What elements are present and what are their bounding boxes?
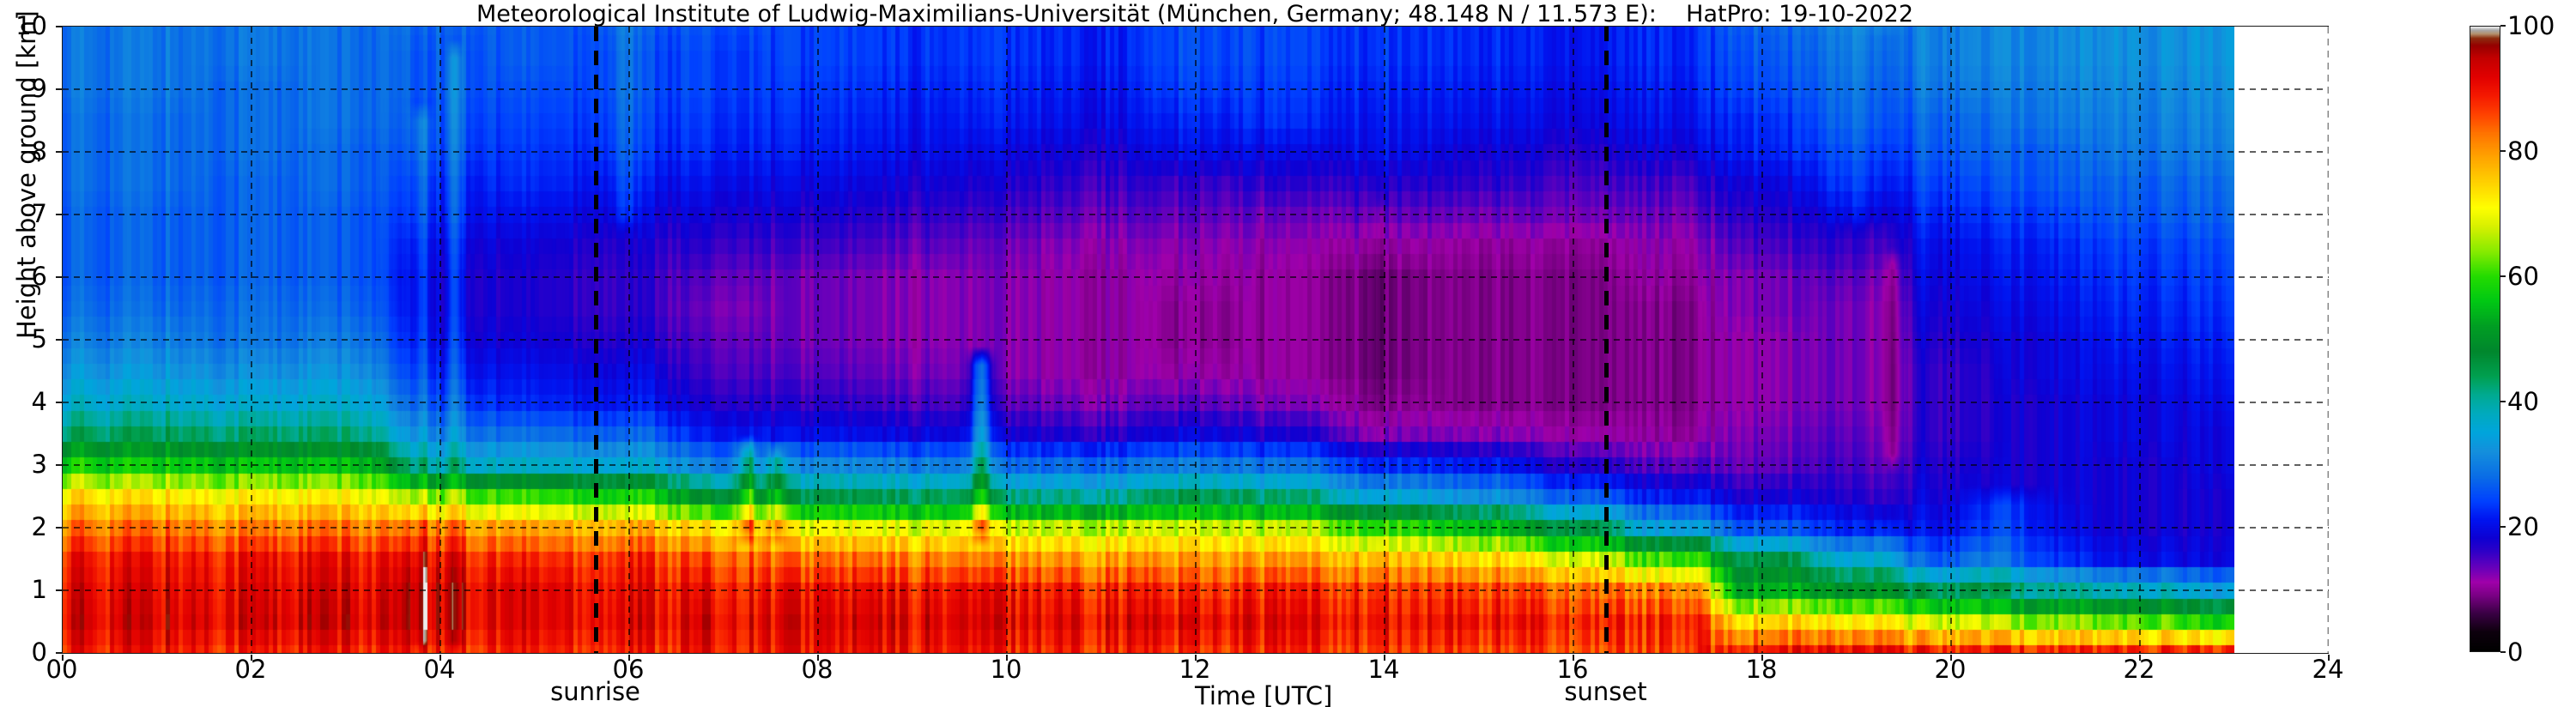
y-tick-label-4: 4	[31, 387, 47, 416]
x-tick-label-20: 20	[1934, 655, 1967, 684]
x-tickmark-02	[251, 654, 252, 661]
x-tickmark-12	[1195, 654, 1197, 661]
x-tick-label-04: 04	[423, 655, 456, 684]
x-tickmark-16	[1573, 654, 1574, 661]
y-tickmark-2	[55, 527, 62, 529]
x-tickmark-06	[628, 654, 630, 661]
gridline-overlay	[63, 27, 2329, 653]
plot-area	[55, 26, 2330, 661]
x-tick-label-14: 14	[1367, 655, 1400, 684]
y-tickmark-9	[55, 88, 62, 90]
x-tick-label-16: 16	[1556, 655, 1589, 684]
y-tickmark-6	[55, 276, 62, 278]
x-tick-label-10: 10	[990, 655, 1022, 684]
colorbar-canvas	[2470, 27, 2500, 651]
x-tickmark-18	[1761, 654, 1763, 661]
y-tick-label-3: 3	[31, 450, 47, 479]
colorbar-tickmark-80	[2500, 150, 2506, 152]
colorbar	[2470, 26, 2500, 652]
sunrise-annotation-label: sunrise	[550, 677, 640, 706]
y-tick-label-1: 1	[31, 575, 47, 604]
x-tick-label-18: 18	[1745, 655, 1778, 684]
x-tick-label-24: 24	[2312, 655, 2344, 684]
colorbar-tickmark-100	[2500, 25, 2506, 27]
y-tickmark-7	[55, 214, 62, 215]
x-tick-label-02: 02	[234, 655, 267, 684]
colorbar-tick-label-60: 60	[2507, 262, 2539, 291]
colorbar-tickmark-0	[2500, 651, 2506, 653]
y-tick-label-2: 2	[31, 512, 47, 541]
y-tick-label-6: 6	[31, 262, 47, 291]
y-tickmark-8	[55, 151, 62, 153]
x-tickmark-22	[2139, 654, 2141, 661]
x-tickmark-24	[2328, 654, 2330, 661]
colorbar-tick-label-100: 100	[2507, 11, 2555, 40]
colorbar-tick-label-20: 20	[2507, 512, 2539, 541]
colorbar-tick-label-0: 0	[2507, 638, 2524, 667]
colorbar-tick-label-80: 80	[2507, 136, 2539, 166]
x-tickmark-10	[1006, 654, 1008, 661]
y-tickmark-5	[55, 339, 62, 341]
x-tick-label-00: 00	[45, 655, 78, 684]
y-tickmark-4	[55, 402, 62, 403]
chart-title: Meteorological Institute of Ludwig-Maxim…	[476, 1, 1914, 27]
colorbar-tickmark-60	[2500, 275, 2506, 277]
sunset-annotation-label: sunset	[1564, 677, 1647, 706]
x-tick-label-06: 06	[612, 655, 645, 684]
x-tickmark-00	[62, 654, 64, 661]
y-tick-label-9: 9	[31, 74, 47, 103]
x-tick-label-22: 22	[2123, 655, 2155, 684]
colorbar-tick-label-40: 40	[2507, 387, 2539, 416]
y-tickmark-1	[55, 589, 62, 591]
colorbar-tickmark-40	[2500, 401, 2506, 402]
x-tickmark-14	[1384, 654, 1385, 661]
y-tick-label-8: 8	[31, 136, 47, 166]
x-tick-label-12: 12	[1179, 655, 1211, 684]
y-tick-label-0: 0	[31, 638, 47, 667]
y-tick-label-5: 5	[31, 324, 47, 354]
x-tickmark-20	[1950, 654, 1952, 661]
colorbar-tickmark-20	[2500, 526, 2506, 528]
x-tick-label-08: 08	[801, 655, 833, 684]
y-tickmark-10	[55, 26, 62, 27]
y-tickmark-0	[55, 652, 62, 654]
x-tickmark-04	[439, 654, 441, 661]
y-tick-label-7: 7	[31, 199, 47, 228]
y-tickmark-3	[55, 464, 62, 466]
y-tick-label-10: 10	[15, 11, 47, 40]
x-tickmark-08	[817, 654, 819, 661]
